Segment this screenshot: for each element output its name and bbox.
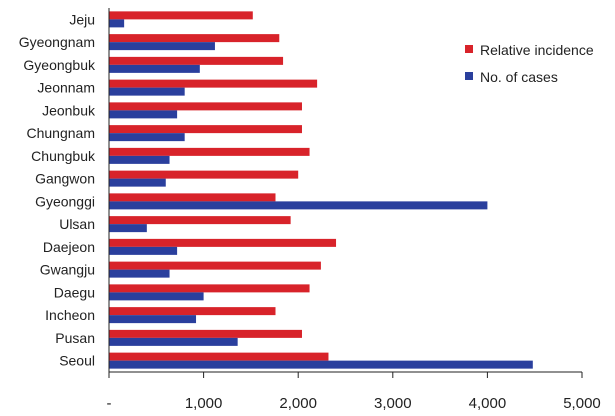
bar-no-of-cases-gyeongnam [109,42,215,51]
category-label-daejeon: Daejeon [43,239,95,255]
bar-no-of-cases-gwangju [109,269,170,278]
bar-relative-incidence-jeonnam [109,79,318,88]
bar-relative-incidence-chungnam [109,125,302,134]
category-label-chungbuk: Chungbuk [31,148,96,164]
bars-group [109,11,533,369]
category-label-gyeongbuk: Gyeongbuk [23,57,96,73]
category-label-ulsan: Ulsan [59,216,95,232]
bar-relative-incidence-pusan [109,329,302,338]
bar-relative-incidence-gyeongnam [109,34,280,43]
category-label-gangwon: Gangwon [35,171,95,187]
legend-label-relative-incidence: Relative incidence [480,42,594,58]
category-label-gyeonggi: Gyeonggi [35,193,95,209]
x-tick-label: 3,000 [374,395,412,412]
category-labels: Jeju Gyeongnam Gyeongbuk Jeonnam Jeonbuk Chun… [19,11,96,368]
category-label-incheon: Incheon [45,307,95,323]
bar-no-of-cases-daejeon [109,246,178,255]
bar-relative-incidence-daejeon [109,238,337,247]
bar-no-of-cases-daegu [109,292,204,301]
bar-no-of-cases-chungnam [109,133,185,142]
bar-relative-incidence-chungbuk [109,147,310,156]
category-label-gwangju: Gwangju [40,262,95,278]
x-tick-label: 4,000 [469,395,507,412]
category-label-jeonnam: Jeonnam [37,80,95,96]
bar-no-of-cases-ulsan [109,224,147,233]
category-label-jeju: Jeju [69,11,95,27]
legend: Relative incidence No. of cases [465,42,594,85]
category-label-pusan: Pusan [55,330,95,346]
x-tick-label: 2,000 [279,395,317,412]
x-tick-label: 1,000 [185,395,223,412]
bar-no-of-cases-gyeongbuk [109,64,200,73]
bar-relative-incidence-daegu [109,284,310,293]
bar-no-of-cases-incheon [109,315,197,324]
bar-no-of-cases-pusan [109,337,238,346]
legend-label-no-of-cases: No. of cases [480,69,558,85]
bar-no-of-cases-jeju [109,19,125,28]
bar-no-of-cases-chungbuk [109,155,170,164]
bar-relative-incidence-jeonbuk [109,102,302,111]
bar-relative-incidence-jeju [109,11,253,20]
x-tick-label: 5,000 [563,395,601,412]
bar-relative-incidence-gyeonggi [109,193,276,202]
bar-no-of-cases-seoul [109,360,533,369]
bar-no-of-cases-jeonnam [109,87,185,96]
bar-relative-incidence-seoul [109,352,329,361]
bar-relative-incidence-ulsan [109,216,291,225]
x-tick-label: - [107,395,112,412]
bar-relative-incidence-gyeongbuk [109,56,284,65]
x-axis-ticks: - 1,000 2,000 3,000 4,000 5,000 [107,372,601,412]
bar-no-of-cases-gyeonggi [109,201,488,210]
category-label-daegu: Daegu [54,284,95,300]
category-label-chungnam: Chungnam [27,125,96,141]
legend-swatch-relative-incidence [465,45,473,53]
legend-swatch-no-of-cases [465,72,473,80]
category-label-jeonbuk: Jeonbuk [42,102,96,118]
bar-relative-incidence-gangwon [109,170,299,179]
bar-relative-incidence-incheon [109,307,276,316]
bar-no-of-cases-gangwon [109,178,166,187]
category-label-seoul: Seoul [59,353,95,369]
category-label-gyeongnam: Gyeongnam [19,34,95,50]
bar-relative-incidence-gwangju [109,261,321,270]
bar-no-of-cases-jeonbuk [109,110,178,119]
